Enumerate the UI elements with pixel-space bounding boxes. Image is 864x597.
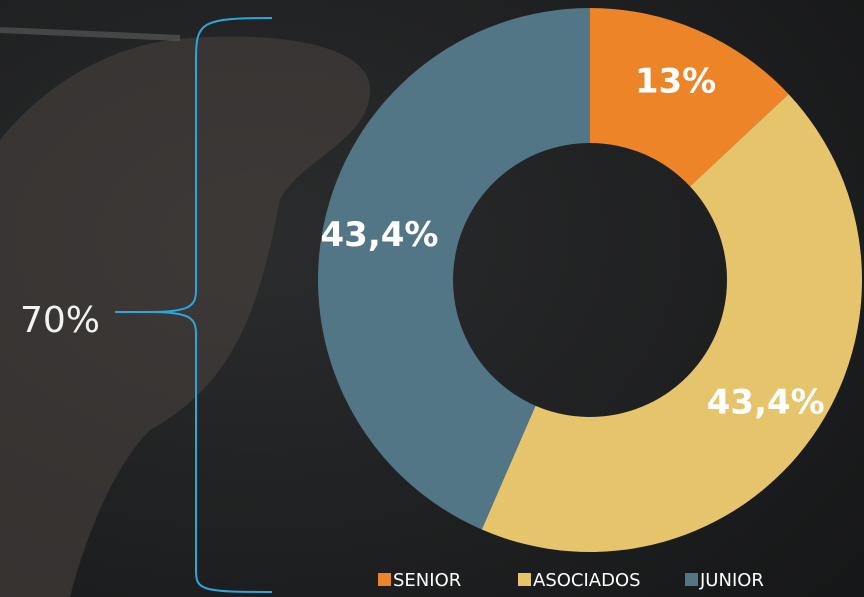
legend-label: JUNIOR (699, 570, 764, 591)
hand-shape (0, 36, 370, 597)
chalk-stroke (0, 27, 181, 41)
data-label: 43,4% (707, 382, 825, 422)
data-label: 43,4% (321, 215, 439, 255)
legend-label: ASOCIADOS (533, 570, 641, 591)
annotation: 70% (20, 300, 100, 341)
data-label: 13% (635, 61, 716, 101)
legend-swatch (378, 573, 391, 586)
legend-swatch (518, 573, 531, 586)
donut-slice (481, 94, 862, 553)
legend-swatch (685, 573, 698, 586)
legend-label: SENIOR (393, 570, 461, 591)
donut-slice (590, 8, 789, 187)
donut-slice (317, 8, 590, 530)
